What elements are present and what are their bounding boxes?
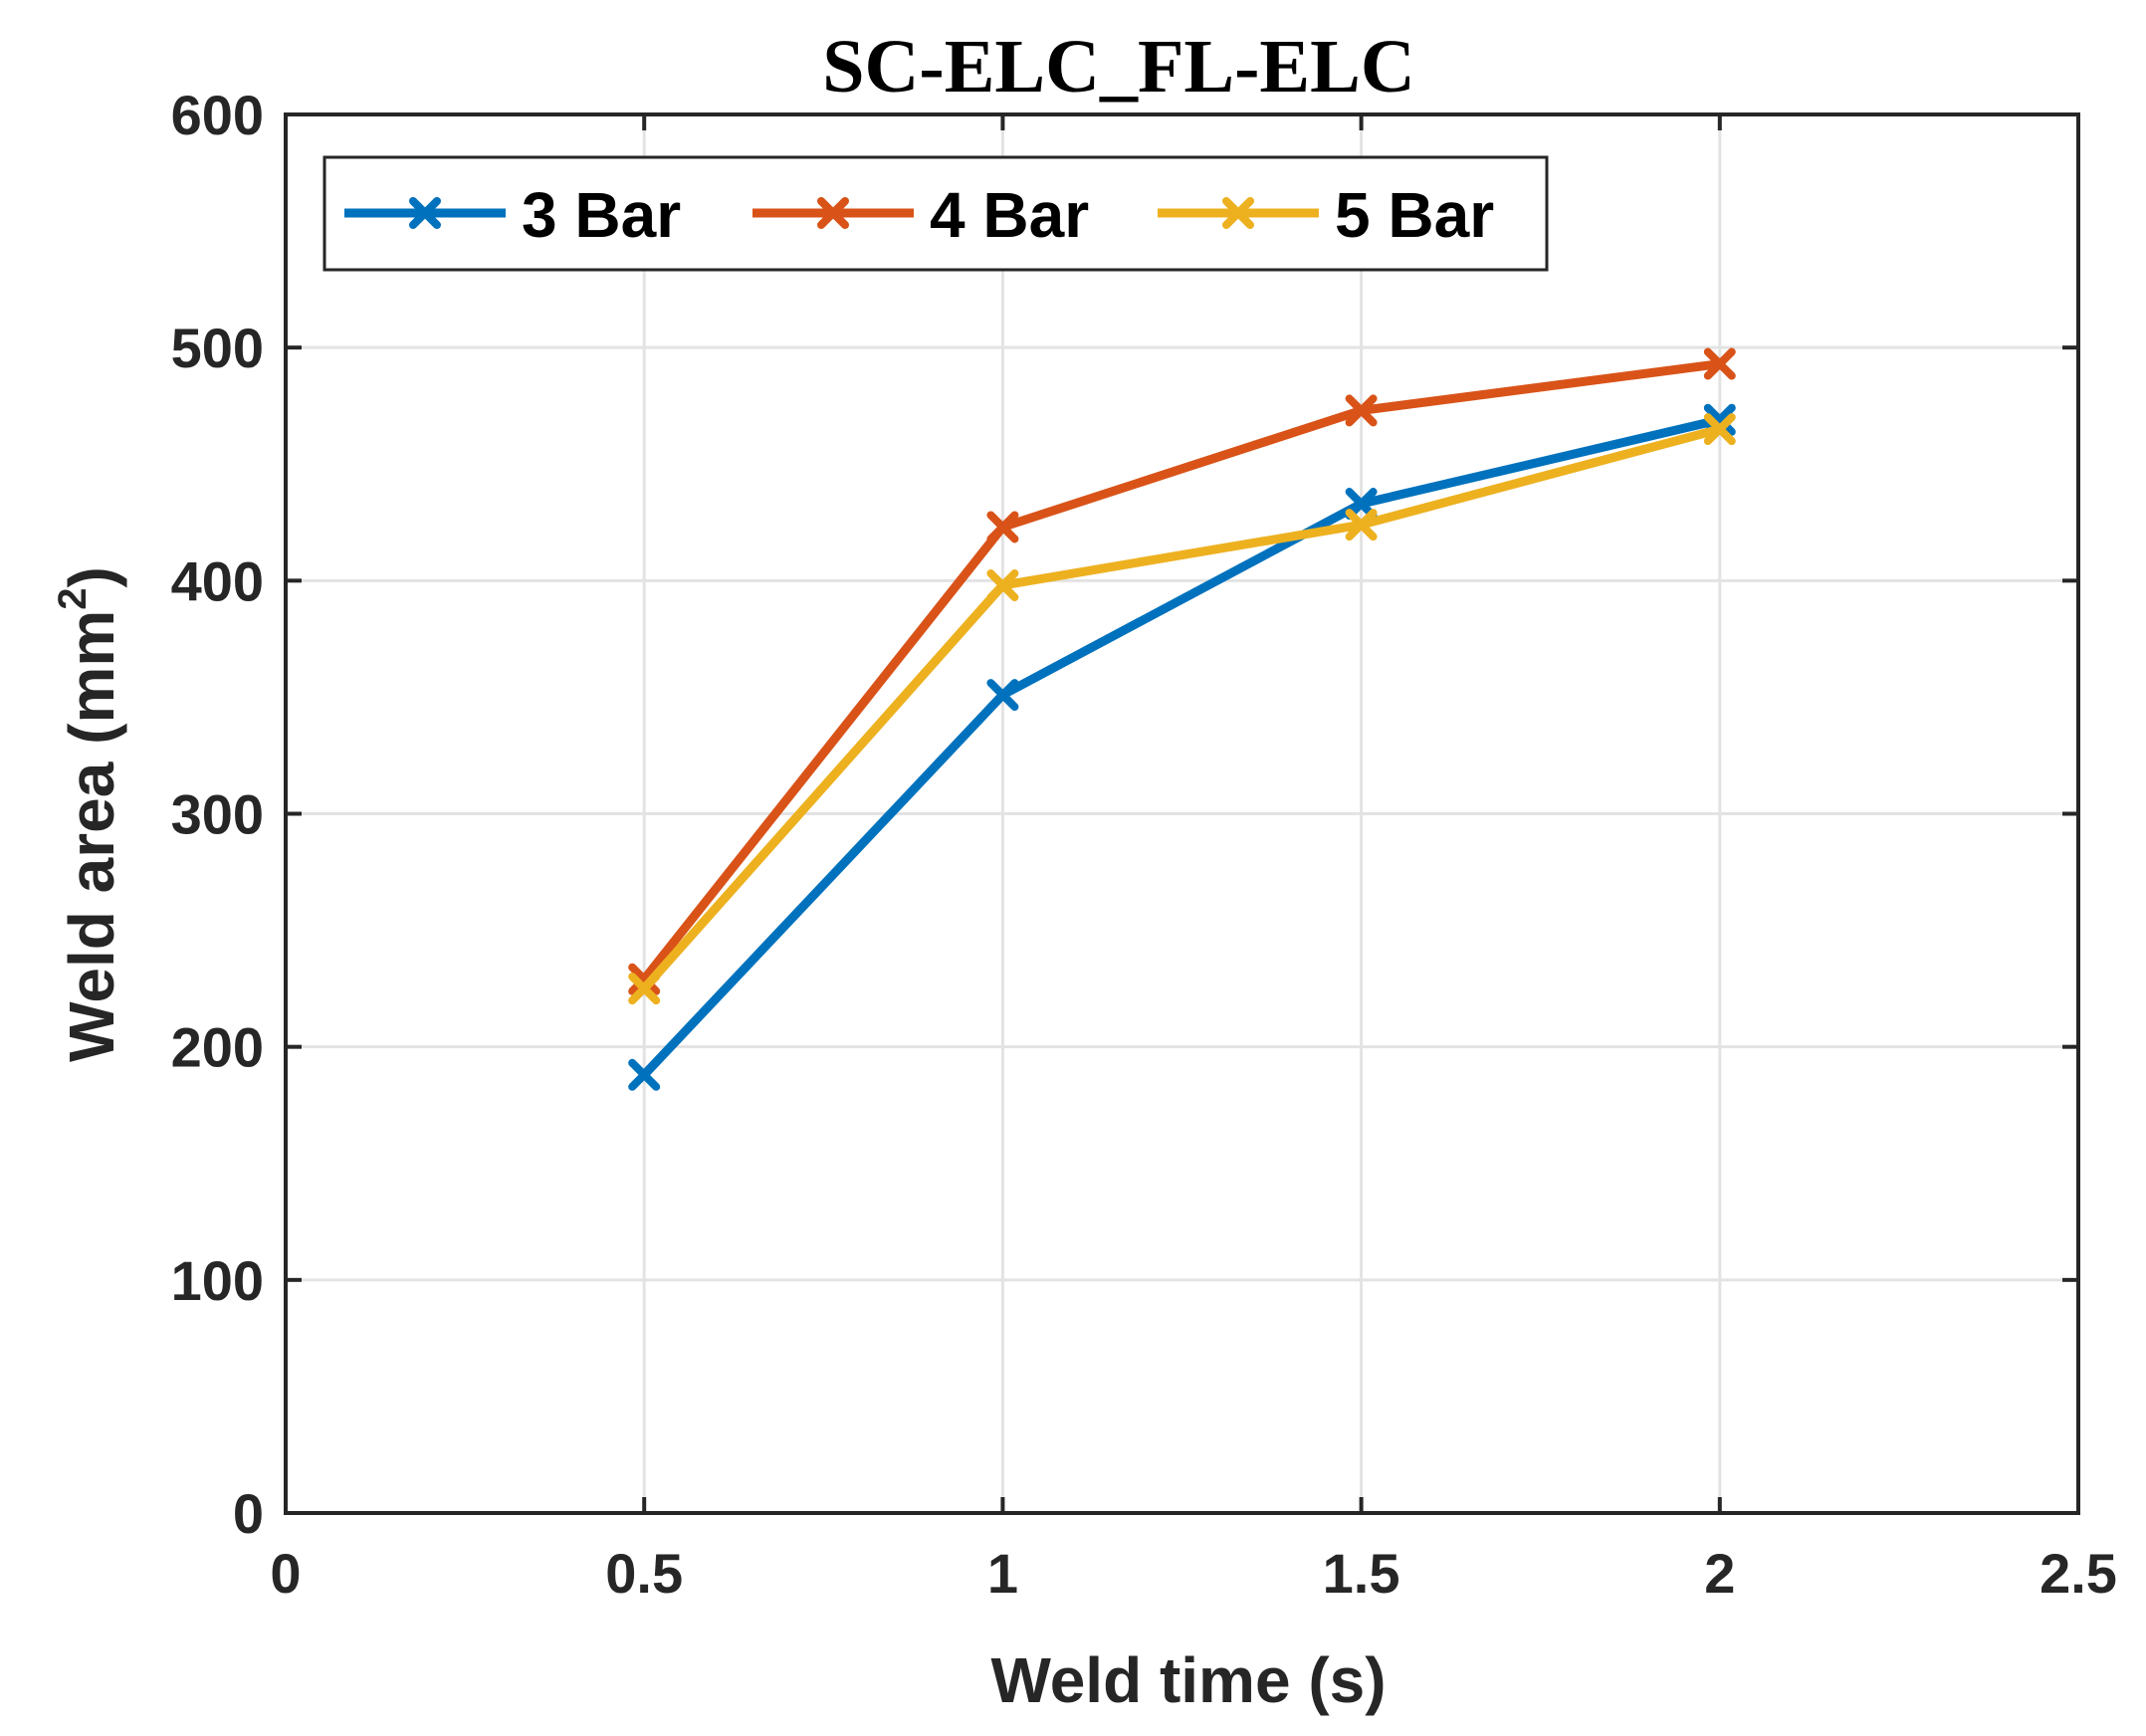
- x-tick-label: 0: [270, 1542, 301, 1605]
- data-point-4-bar: [1345, 394, 1378, 427]
- marker-stroke: [986, 569, 1019, 602]
- chart-title: SC-ELC_FL-ELC: [822, 25, 1414, 108]
- x-tick-label: 2.5: [2039, 1542, 2117, 1605]
- data-point-5-bar: [1703, 413, 1736, 446]
- legend-marker-5-bar: [1222, 197, 1254, 229]
- y-axis-label-superscript: 2: [51, 587, 95, 609]
- data-point-3-bar: [986, 679, 1019, 712]
- marker-stroke: [628, 1058, 661, 1091]
- legend-marker-4-bar: [817, 197, 849, 229]
- marker-stroke: [628, 973, 661, 1005]
- marker-stroke: [986, 679, 1019, 712]
- series-line-3-bar: [640, 415, 1721, 1078]
- data-point-5-bar: [628, 973, 661, 1005]
- y-axis-label-close: ): [56, 566, 127, 587]
- marker-stroke: [409, 197, 441, 229]
- legend-label-4-bar: 4 Bar: [930, 179, 1089, 251]
- marker-stroke: [1703, 347, 1736, 380]
- y-axis-label-main: Weld area (mm: [56, 610, 127, 1062]
- legend-label-5-bar: 5 Bar: [1335, 179, 1494, 251]
- x-tick-label: 1: [987, 1542, 1018, 1605]
- legend-marker-3-bar: [409, 197, 441, 229]
- series-line-4-bar: [640, 359, 1721, 982]
- plot-frame: [284, 112, 2080, 1515]
- x-tick-label: 0.5: [605, 1542, 683, 1605]
- grid: [286, 114, 2078, 1513]
- y-tick-label: 600: [171, 84, 264, 146]
- axis-ticks: 0 0.5 1 1.5 2 2.5 0 100 200 300 400 500 600: [171, 84, 2117, 1605]
- marker-stroke: [1703, 413, 1736, 446]
- data-point-4-bar: [628, 963, 661, 995]
- y-tick-label: 200: [171, 1016, 264, 1079]
- marker-stroke: [1222, 197, 1254, 229]
- marker-stroke: [817, 197, 849, 229]
- marker-stroke: [628, 963, 661, 995]
- y-tick-label: 300: [171, 783, 264, 846]
- marker-stroke: [1345, 394, 1378, 427]
- data-point-4-bar: [1703, 347, 1736, 380]
- data-point-3-bar: [628, 1058, 661, 1091]
- y-tick-label: 400: [171, 549, 264, 612]
- marker-stroke: [986, 511, 1019, 543]
- data-point-4-bar: [986, 511, 1019, 543]
- x-axis-label: Weld time (s): [990, 1644, 1386, 1716]
- marker-stroke: [1345, 509, 1378, 542]
- data-point-5-bar: [986, 569, 1019, 602]
- y-tick-label: 100: [171, 1249, 264, 1312]
- data-point-5-bar: [1345, 509, 1378, 542]
- series-line-5-bar: [640, 424, 1721, 992]
- legend-label-3-bar: 3 Bar: [522, 179, 681, 251]
- legend-box: [322, 155, 1549, 272]
- x-tick-label: 2: [1704, 1542, 1735, 1605]
- y-tick-label: 0: [233, 1482, 264, 1545]
- series-group: [628, 347, 1736, 1091]
- x-tick-label: 1.5: [1323, 1542, 1400, 1605]
- y-axis-label: Weld area (mm2): [51, 566, 127, 1062]
- legend: 3 Bar 4 Bar 5 Bar: [322, 155, 1549, 272]
- y-tick-label: 500: [171, 317, 264, 379]
